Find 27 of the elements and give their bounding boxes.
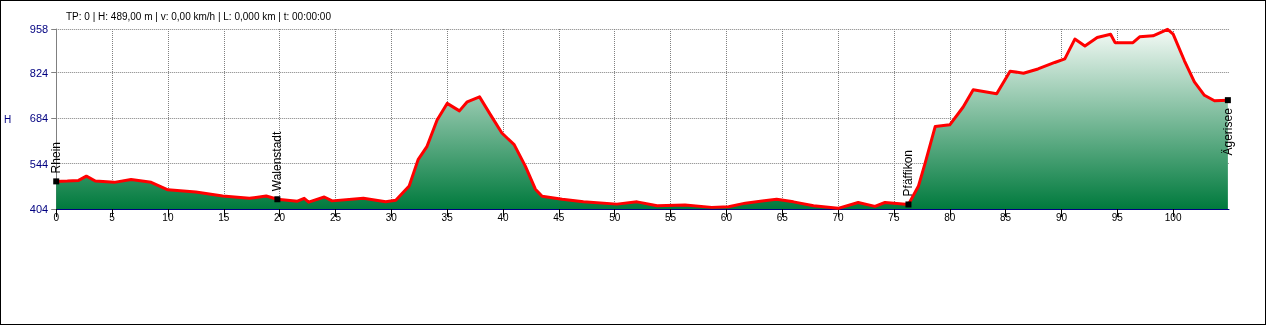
x-tick-label: 75 xyxy=(888,211,900,223)
annotation: Ägerisee xyxy=(1220,107,1235,156)
x-tick-label: 60 xyxy=(720,211,733,223)
x-tick-label: 85 xyxy=(1000,211,1012,223)
y-tick-label: 824 xyxy=(29,66,49,79)
y-tick-label: 404 xyxy=(29,203,49,215)
x-tick-label: 90 xyxy=(1055,211,1068,223)
y-tick-label: 958 xyxy=(29,23,49,35)
annotation: Pfäffikon xyxy=(901,149,916,197)
x-tick-label: 100 xyxy=(1164,211,1182,223)
x-tick-label: 25 xyxy=(329,211,342,223)
annotation: Rhein xyxy=(49,142,64,174)
annotation: Walenstadt xyxy=(270,131,285,192)
x-tick-label: 55 xyxy=(664,211,677,223)
x-tick-label: 50 xyxy=(609,211,621,223)
x-tick-label: 35 xyxy=(441,211,454,223)
y-axis-title: H xyxy=(3,113,12,125)
x-tick-label: 20 xyxy=(274,211,286,223)
x-tick-label: 95 xyxy=(1111,211,1124,223)
x-tick-label: 40 xyxy=(497,211,509,223)
x-tick-label: 70 xyxy=(832,211,845,223)
x-tick-label: 30 xyxy=(385,211,398,223)
x-tick-label: 65 xyxy=(776,211,789,223)
y-tick-label: 544 xyxy=(29,157,49,170)
chart-title: TP: 0 | H: 489,00 m | v: 0,00 km/h | L: 0,000 km | t: 00:00:00 xyxy=(66,10,332,22)
y-tick-label: 684 xyxy=(29,112,49,125)
x-tick-label: 10 xyxy=(162,211,174,223)
